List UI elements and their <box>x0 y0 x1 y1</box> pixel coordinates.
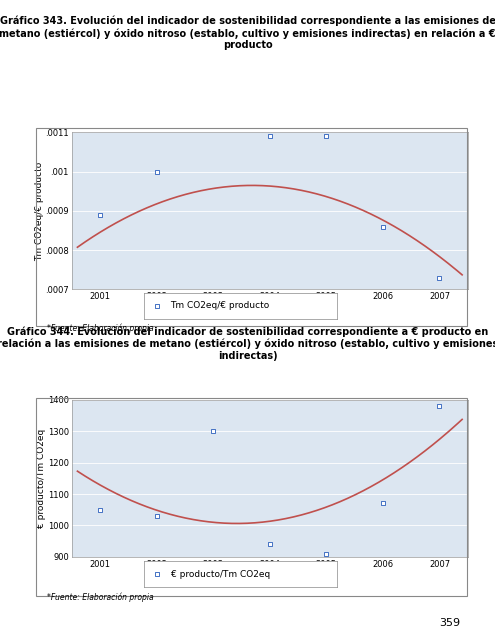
Point <box>152 166 160 177</box>
Y-axis label: Tm CO2eq/€ producto: Tm CO2eq/€ producto <box>35 161 44 260</box>
Point <box>209 426 217 436</box>
Point <box>266 131 274 141</box>
Point <box>436 401 444 412</box>
Point <box>379 221 387 232</box>
X-axis label: Años: Años <box>259 307 281 316</box>
Text: *Fuente: Elaboración propia: *Fuente: Elaboración propia <box>47 324 153 333</box>
Point <box>379 499 387 509</box>
Point <box>322 548 330 559</box>
Point <box>209 316 217 326</box>
Text: Gráfico 344. Evolución del indicador de sostenibilidad correspondiente a € produ: Gráfico 344. Evolución del indicador de … <box>0 326 495 361</box>
Point <box>266 539 274 549</box>
Text: Gráfico 343. Evolución del indicador de sostenibilidad correspondiente a las emi: Gráfico 343. Evolución del indicador de … <box>0 16 495 51</box>
Y-axis label: € producto/Tm CO2eq: € producto/Tm CO2eq <box>38 429 47 528</box>
Point <box>96 504 104 515</box>
Point <box>96 210 104 220</box>
X-axis label: Años: Años <box>259 574 281 583</box>
Point <box>153 301 161 311</box>
Point <box>436 273 444 283</box>
Text: € producto/Tm CO2eq: € producto/Tm CO2eq <box>171 570 270 579</box>
Text: *Fuente: Elaboración propia: *Fuente: Elaboración propia <box>47 592 153 602</box>
Text: 359: 359 <box>439 618 460 628</box>
Point <box>153 569 161 579</box>
Text: Tm CO2eq/€ producto: Tm CO2eq/€ producto <box>171 301 270 310</box>
Point <box>152 511 160 521</box>
Point <box>322 131 330 141</box>
